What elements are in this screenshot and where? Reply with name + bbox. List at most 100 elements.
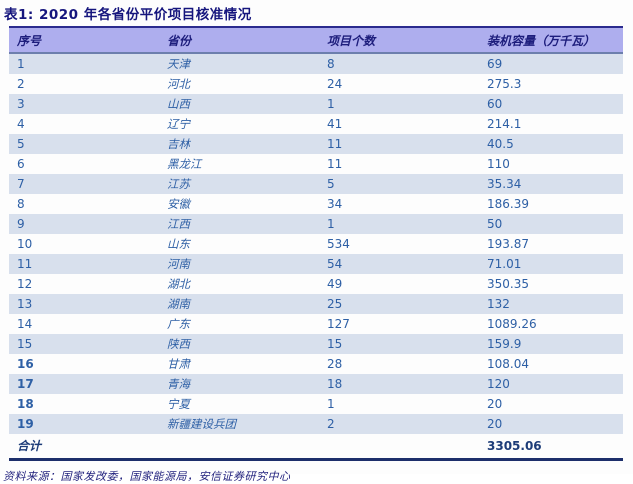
count-cell: 127 [327, 317, 350, 331]
count-cell: 1 [327, 97, 335, 111]
table-row: 18 宁夏 1 20 [9, 394, 623, 414]
province-cell: 广东 [167, 317, 190, 331]
total-label: 合计 [17, 439, 42, 453]
count-cell: 8 [327, 57, 335, 71]
table-row: 5 吉林 11 40.5 [9, 134, 623, 154]
province-cell: 山西 [167, 97, 190, 111]
province-cell: 河南 [167, 257, 190, 271]
table-row: 13 湖南 25 132 [9, 294, 623, 314]
table-row: 2 河北 24 275.3 [9, 74, 623, 94]
capacity-cell: 186.39 [487, 197, 529, 211]
table-row: 3 山西 1 60 [9, 94, 623, 114]
province-cell: 河北 [167, 77, 190, 91]
province-cell: 甘肃 [167, 357, 190, 371]
count-cell: 534 [327, 237, 350, 251]
count-cell: 34 [327, 197, 343, 211]
capacity-cell: 20 [487, 397, 503, 411]
table-row: 19 新疆建设兵团 2 20 [9, 414, 623, 434]
table-body: 1 天津 8 69 2 河北 24 275.3 3 山西 1 60 4 辽宁 41 214.1 5 吉林 11 40.… [9, 53, 623, 434]
table-row: 8 安徽 34 186.39 [9, 194, 623, 214]
table-row: 7 江苏 5 35.34 [9, 174, 623, 194]
province-cell: 新疆建设兵团 [167, 417, 236, 431]
capacity-cell: 120 [487, 377, 510, 391]
province-cell: 吉林 [167, 137, 190, 151]
province-cell: 黑龙江 [167, 157, 202, 171]
source-note: 资料来源：国家发改委，国家能源局，安信证券研究中心 [3, 470, 291, 483]
count-cell: 54 [327, 257, 343, 271]
province-cell: 辽宁 [167, 117, 190, 131]
serial-cell: 9 [17, 217, 25, 231]
capacity-cell: 193.87 [487, 237, 529, 251]
header-row: 序号 省份 项目个数 装机容量（万千瓦） [9, 27, 623, 54]
capacity-cell: 60 [487, 97, 503, 111]
capacity-cell: 35.34 [487, 177, 522, 191]
capacity-cell: 214.1 [487, 117, 522, 131]
province-cell: 宁夏 [167, 397, 190, 411]
serial-cell: 18 [17, 397, 34, 411]
serial-cell: 13 [17, 297, 33, 311]
col-header-capacity: 装机容量（万千瓦） [479, 27, 623, 54]
serial-cell: 3 [17, 97, 25, 111]
count-cell: 5 [327, 177, 335, 191]
table-row: 1 天津 8 69 [9, 53, 623, 74]
count-cell: 1 [327, 217, 335, 231]
col-header-serial: 序号 [9, 27, 159, 54]
capacity-cell: 1089.26 [487, 317, 537, 331]
col-header-count: 项目个数 [319, 27, 479, 54]
count-cell: 24 [327, 77, 343, 91]
capacity-cell: 132 [487, 297, 510, 311]
capacity-cell: 350.35 [487, 277, 529, 291]
table-row: 10 山东 534 193.87 [9, 234, 623, 254]
capacity-cell: 50 [487, 217, 503, 231]
province-cell: 湖北 [167, 277, 190, 291]
capacity-cell: 110 [487, 157, 510, 171]
province-cell: 青海 [167, 377, 190, 391]
serial-cell: 10 [17, 237, 33, 251]
province-cell: 安徽 [167, 197, 190, 211]
total-province-cell [159, 434, 319, 460]
count-cell: 1 [327, 397, 335, 411]
table-row: 9 江西 1 50 [9, 214, 623, 234]
serial-cell: 19 [17, 417, 34, 431]
count-cell: 25 [327, 297, 343, 311]
count-cell: 11 [327, 157, 343, 171]
serial-cell: 5 [17, 137, 25, 151]
table-row: 12 湖北 49 350.35 [9, 274, 623, 294]
table-row: 11 河南 54 71.01 [9, 254, 623, 274]
report-table-page: 表1: 2020 年各省份平价项目核准情况 序号 省份 项目个数 装机容量（万千… [3, 7, 623, 483]
serial-cell: 17 [17, 377, 34, 391]
serial-cell: 2 [17, 77, 25, 91]
capacity-cell: 40.5 [487, 137, 514, 151]
serial-cell: 1 [17, 57, 25, 71]
province-cell: 山东 [167, 237, 190, 251]
serial-cell: 6 [17, 157, 25, 171]
serial-cell: 15 [17, 337, 33, 351]
capacity-cell: 159.9 [487, 337, 522, 351]
approval-table: 序号 省份 项目个数 装机容量（万千瓦） 1 天津 8 69 2 河北 24 275.3 3 山西… [9, 26, 623, 461]
table-row: 14 广东 127 1089.26 [9, 314, 623, 334]
col-header-province: 省份 [159, 27, 319, 54]
count-cell: 15 [327, 337, 343, 351]
total-row: 合计 3305.06 [9, 434, 623, 460]
capacity-cell: 20 [487, 417, 503, 431]
table-row: 16 甘肃 28 108.04 [9, 354, 623, 374]
province-cell: 湖南 [167, 297, 190, 311]
table-row: 6 黑龙江 11 110 [9, 154, 623, 174]
province-cell: 江西 [167, 217, 190, 231]
count-cell: 41 [327, 117, 343, 131]
table-row: 17 青海 18 120 [9, 374, 623, 394]
serial-cell: 12 [17, 277, 33, 291]
province-cell: 陕西 [167, 337, 190, 351]
serial-cell: 4 [17, 117, 25, 131]
serial-cell: 14 [17, 317, 33, 331]
table-title: 表1: 2020 年各省份平价项目核准情况 [4, 7, 252, 23]
serial-cell: 7 [17, 177, 25, 191]
total-capacity: 3305.06 [487, 438, 542, 453]
count-cell: 18 [327, 377, 343, 391]
table-row: 15 陕西 15 159.9 [9, 334, 623, 354]
capacity-cell: 108.04 [487, 357, 529, 371]
capacity-cell: 71.01 [487, 257, 522, 271]
serial-cell: 11 [17, 257, 33, 271]
total-count-cell [319, 434, 479, 460]
count-cell: 28 [327, 357, 343, 371]
